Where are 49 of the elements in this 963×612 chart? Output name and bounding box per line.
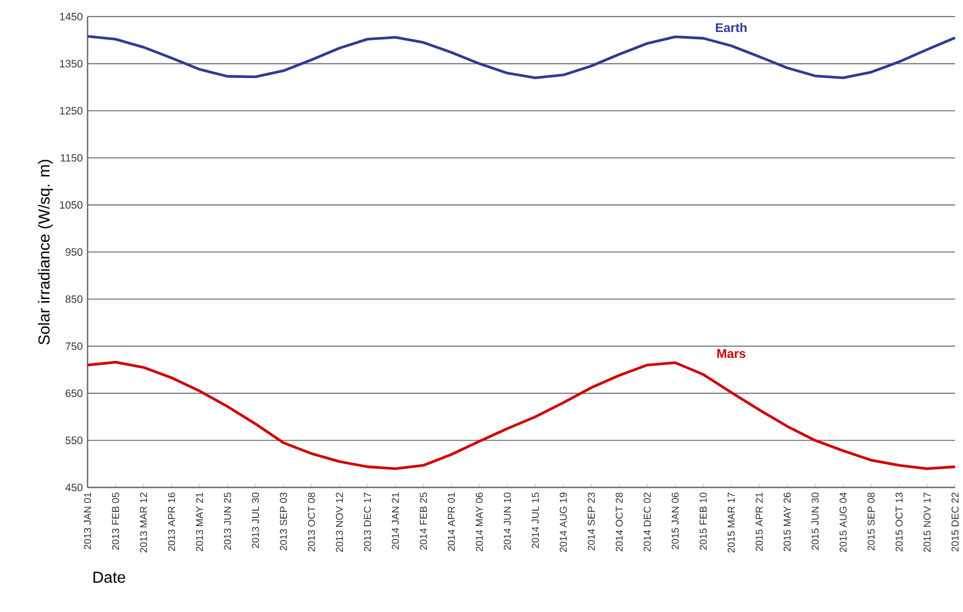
x-tick-label: 2015 JUN 30 <box>812 492 819 550</box>
x-tick-label: 2015 NOV 17 <box>924 492 931 552</box>
y-tick-label: 1250 <box>60 107 82 115</box>
x-tick-label: 2013 NOV 12 <box>336 492 343 552</box>
x-tick-label: 2013 DEC 17 <box>364 492 371 552</box>
x-tick-label: 2014 JUL 15 <box>532 492 539 548</box>
x-tick-label: 2014 FEB 25 <box>420 492 427 550</box>
y-tick-label: 450 <box>65 484 82 492</box>
x-tick-label: 2014 APR 01 <box>448 492 455 551</box>
x-axis-title: Date <box>94 572 126 583</box>
x-tick-label: 2014 DEC 02 <box>644 492 651 552</box>
x-tick-label: 2014 AUG 19 <box>560 492 567 552</box>
y-tick-label: 1150 <box>60 154 82 162</box>
y-tick-label: 850 <box>66 295 82 303</box>
series-label: Mars <box>717 349 746 358</box>
x-tick-label: 2015 OCT 13 <box>896 492 903 552</box>
x-tick-label: 2013 JUL 30 <box>252 492 259 548</box>
x-tick-label: 2015 SEP 08 <box>868 492 875 550</box>
x-tick-label: 2015 MAR 17 <box>728 492 735 553</box>
series-label: Earth <box>716 22 747 32</box>
x-tick-label: 2014 JAN 21 <box>392 492 399 550</box>
y-axis-title: Solar irradiance (W/sq. m) <box>38 160 53 345</box>
x-tick-label: 2015 DEC 22 <box>952 492 959 552</box>
line-series <box>86 35 956 80</box>
x-tick-label: 2014 OCT 28 <box>616 492 623 552</box>
x-tick-label: 2013 MAR 12 <box>140 492 148 553</box>
y-tick-label: 550 <box>66 436 82 444</box>
x-tick-label: 2015 MAY 26 <box>784 492 791 552</box>
x-tick-label: 2014 MAY 06 <box>476 492 483 552</box>
x-tick-label: 2013 FEB 05 <box>112 492 120 550</box>
y-tick-label: 1350 <box>60 60 82 68</box>
x-tick-label: 2013 SEP 03 <box>280 492 287 550</box>
y-tick-label: 1450 <box>60 12 82 20</box>
x-tick-label: 2015 APR 21 <box>756 492 763 551</box>
x-tick-label: 2013 APR 16 <box>168 492 176 551</box>
x-tick-label: 2013 JAN 01 <box>84 492 92 550</box>
y-tick-label: 1050 <box>60 201 82 209</box>
x-tick-label: 2015 FEB 10 <box>700 492 707 550</box>
x-tick-label: 2013 JUN 25 <box>224 492 232 550</box>
x-tick-label: 2014 SEP 23 <box>588 492 595 550</box>
x-tick-label: 2015 AUG 04 <box>840 492 847 552</box>
y-tick-label: 750 <box>66 342 82 350</box>
x-tick-label: 2013 MAY 21 <box>196 492 204 552</box>
x-tick-label: 2015 JAN 06 <box>672 492 679 550</box>
y-tick-label: 650 <box>66 390 82 398</box>
y-tick-label: 950 <box>66 248 82 256</box>
x-tick-label: 2013 OCT 08 <box>308 492 315 552</box>
x-tick-label: 2014 JUN 10 <box>504 492 511 550</box>
line-series <box>86 360 956 470</box>
